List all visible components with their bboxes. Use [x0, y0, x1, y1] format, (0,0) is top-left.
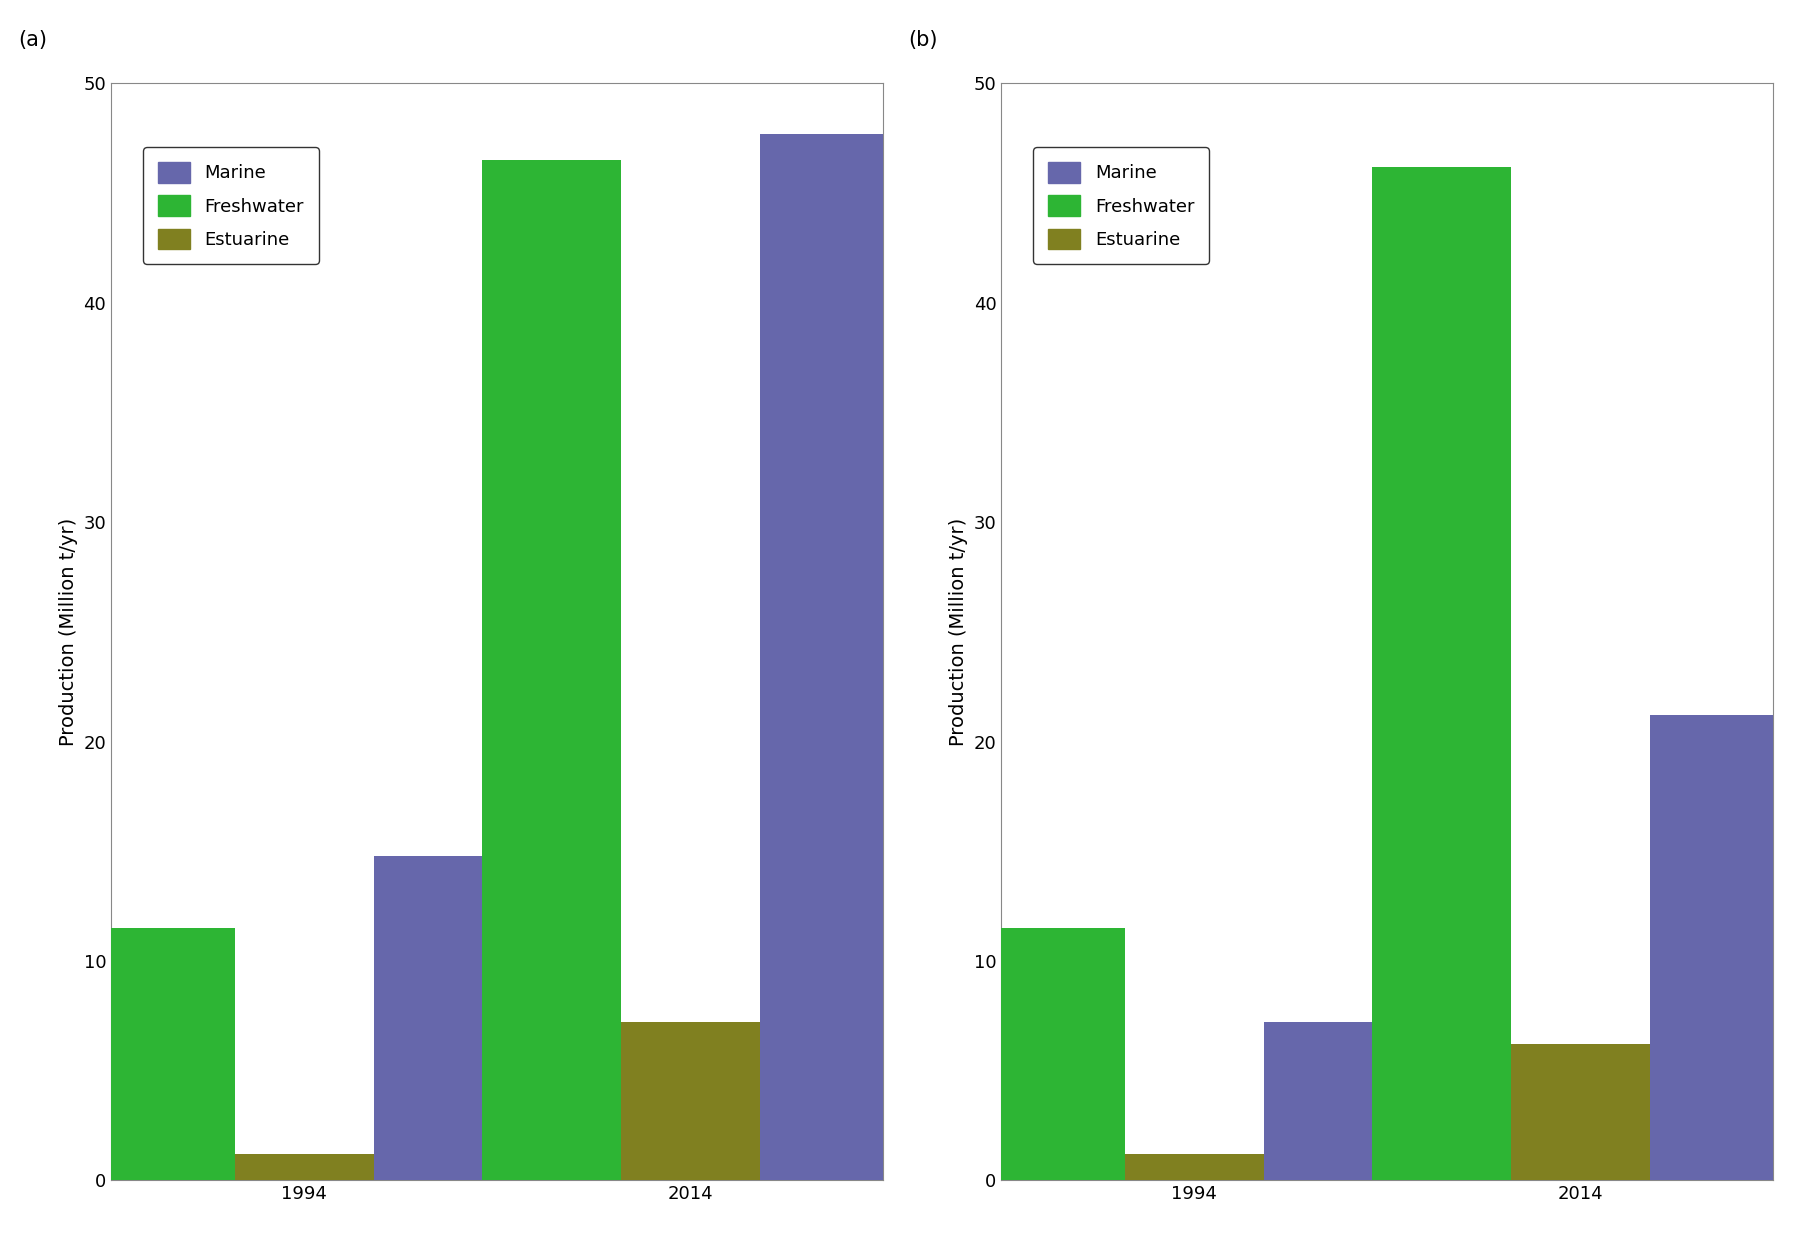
Bar	[374, 855, 513, 1180]
Bar	[985, 928, 1124, 1180]
Bar	[1372, 167, 1511, 1180]
Legend: Marine, Freshwater, Estuarine: Marine, Freshwater, Estuarine	[1034, 147, 1209, 264]
Text: (a): (a)	[18, 31, 47, 51]
Bar	[235, 1154, 374, 1180]
Bar	[759, 134, 898, 1180]
Bar	[1263, 1023, 1402, 1180]
Bar	[1124, 1154, 1263, 1180]
Legend: Marine, Freshwater, Estuarine: Marine, Freshwater, Estuarine	[143, 147, 318, 264]
Bar	[481, 160, 620, 1180]
Y-axis label: Production (Million t/yr): Production (Million t/yr)	[60, 517, 78, 747]
Bar	[96, 928, 235, 1180]
Bar	[1648, 716, 1787, 1180]
Text: (b): (b)	[909, 31, 938, 51]
Y-axis label: Production (Million t/yr): Production (Million t/yr)	[949, 517, 967, 747]
Bar	[620, 1023, 759, 1180]
Bar	[1511, 1045, 1648, 1180]
